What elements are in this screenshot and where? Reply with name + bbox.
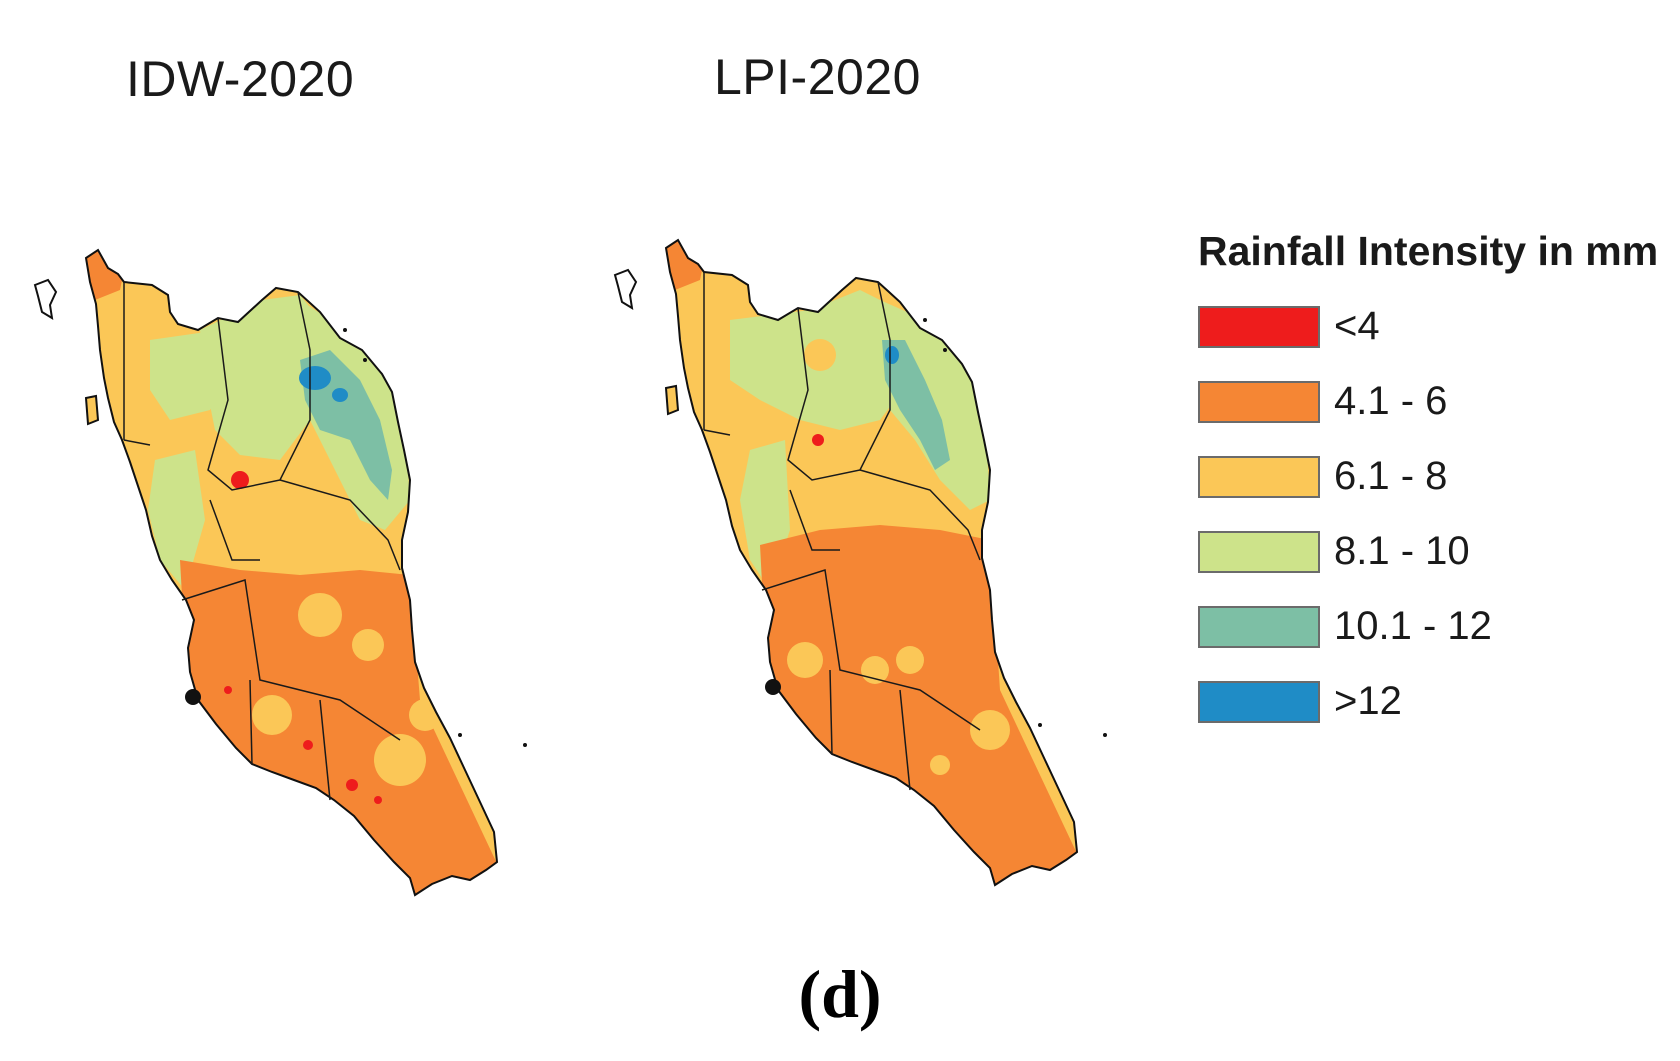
idw-zone-8-10	[150, 330, 235, 420]
lpi-penang-island	[664, 384, 680, 416]
lpi-map-title: LPI-2020	[714, 49, 921, 105]
legend-label: 10.1 - 12	[1334, 604, 1492, 648]
legend-swatch	[1198, 305, 1320, 348]
lpi-zone-over-12	[885, 346, 899, 364]
lpi-island-dot	[1038, 723, 1042, 727]
idw-island-marker	[185, 689, 201, 705]
idw-spot-under-4	[374, 796, 382, 804]
lpi-zone-10-12	[882, 340, 950, 470]
lpi-patch-6-8	[970, 710, 1010, 750]
legend-item: <4	[1198, 289, 1668, 364]
legend-swatch	[1198, 455, 1320, 498]
lpi-patch-6-8	[930, 755, 950, 775]
idw-rainfall-map	[33, 248, 527, 897]
legend-label: 6.1 - 8	[1334, 454, 1448, 498]
idw-peninsula-outline	[84, 248, 499, 897]
idw-patch-6-8	[374, 734, 426, 786]
legend-item: 4.1 - 6	[1198, 364, 1668, 439]
idw-spot-under-4	[303, 740, 313, 750]
idw-island-dot	[458, 733, 462, 737]
legend-item: 6.1 - 8	[1198, 439, 1668, 514]
idw-langkawi-island	[33, 278, 58, 320]
map-legend: Rainfall Intensity in mm <4 4.1 - 6 6.1 …	[1198, 228, 1668, 739]
idw-island-dot	[523, 743, 527, 747]
legend-item: 10.1 - 12	[1198, 589, 1668, 664]
lpi-patch-6-8	[804, 339, 836, 371]
idw-spot-under-4	[231, 471, 249, 489]
lpi-patch-6-8	[861, 656, 889, 684]
lpi-peninsula-outline	[664, 238, 1079, 887]
legend-label: 4.1 - 6	[1334, 379, 1448, 423]
legend-swatch	[1198, 680, 1320, 723]
legend-swatch	[1198, 605, 1320, 648]
lpi-patch-6-8	[896, 646, 924, 674]
idw-zone-8-10	[200, 295, 320, 460]
idw-zone-8-10	[148, 450, 205, 590]
idw-map-title: IDW-2020	[126, 51, 355, 107]
idw-patch-6-8	[409, 699, 441, 731]
panel-label: (d)	[798, 956, 882, 1032]
legend-swatch	[1198, 380, 1320, 423]
idw-zone-over-12	[332, 388, 348, 402]
legend-item: >12	[1198, 664, 1668, 739]
legend-label: 8.1 - 10	[1334, 529, 1470, 573]
lpi-island-marker	[765, 679, 781, 695]
lpi-spot-under-4	[812, 434, 824, 446]
idw-state-borders	[123, 282, 401, 801]
lpi-state-borders	[703, 272, 981, 791]
idw-zone-4-6	[180, 560, 497, 895]
idw-penang-island	[84, 394, 100, 426]
idw-patch-6-8	[298, 593, 342, 637]
lpi-patch-6-8	[787, 642, 823, 678]
legend-item: 8.1 - 10	[1198, 514, 1668, 589]
idw-spot-under-4	[346, 779, 358, 791]
idw-zone-over-12	[299, 366, 331, 390]
idw-spot-under-4	[224, 686, 232, 694]
lpi-zone-4-6	[760, 525, 1077, 885]
legend-label: >12	[1334, 679, 1402, 723]
idw-island-dot	[343, 328, 347, 332]
lpi-island-dot	[923, 318, 927, 322]
idw-patch-6-8	[352, 629, 384, 661]
legend-label: <4	[1334, 304, 1380, 348]
legend-swatch	[1198, 530, 1320, 573]
lpi-langkawi-island	[613, 268, 638, 310]
legend-title: Rainfall Intensity in mm	[1198, 228, 1659, 274]
lpi-island-dot	[1103, 733, 1107, 737]
lpi-rainfall-map	[613, 238, 1107, 887]
idw-island-dot	[363, 358, 367, 362]
lpi-island-dot	[943, 348, 947, 352]
idw-patch-6-8	[252, 695, 292, 735]
